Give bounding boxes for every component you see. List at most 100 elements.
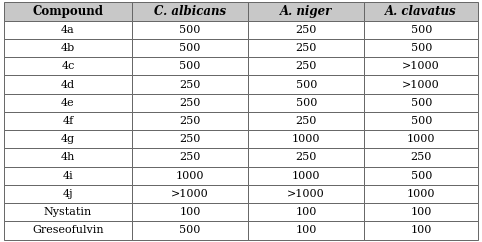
Bar — [4, 221, 132, 240]
Text: 500: 500 — [411, 25, 432, 35]
Bar — [132, 166, 248, 185]
Bar — [132, 39, 248, 57]
Bar — [364, 130, 478, 148]
Text: A. niger: A. niger — [280, 5, 333, 18]
Bar — [248, 221, 364, 240]
Text: >1000: >1000 — [402, 80, 440, 90]
Bar — [248, 112, 364, 130]
Text: 4c: 4c — [61, 61, 75, 71]
Text: 500: 500 — [411, 116, 432, 126]
Bar — [132, 57, 248, 76]
Text: 250: 250 — [179, 116, 201, 126]
Bar — [132, 203, 248, 221]
Text: Compound: Compound — [32, 5, 103, 18]
Text: 250: 250 — [295, 152, 317, 162]
Text: 100: 100 — [411, 226, 432, 235]
Text: >1000: >1000 — [402, 61, 440, 71]
Text: 4f: 4f — [62, 116, 74, 126]
Text: 250: 250 — [295, 43, 317, 53]
Text: 100: 100 — [179, 207, 201, 217]
Text: 1000: 1000 — [407, 189, 435, 199]
Text: 500: 500 — [295, 98, 317, 108]
Text: 250: 250 — [295, 61, 317, 71]
Text: 100: 100 — [411, 207, 432, 217]
Text: 4i: 4i — [63, 171, 73, 181]
Bar — [248, 130, 364, 148]
Bar — [364, 39, 478, 57]
Text: 250: 250 — [411, 152, 432, 162]
Bar — [4, 166, 132, 185]
Text: 4b: 4b — [61, 43, 75, 53]
Text: >1000: >1000 — [171, 189, 209, 199]
Bar — [4, 76, 132, 94]
Bar — [248, 148, 364, 166]
Bar — [364, 203, 478, 221]
Bar — [364, 94, 478, 112]
Text: 500: 500 — [179, 25, 201, 35]
Text: 500: 500 — [411, 171, 432, 181]
Bar — [132, 221, 248, 240]
Bar — [364, 112, 478, 130]
Text: 250: 250 — [179, 80, 201, 90]
Text: 4h: 4h — [61, 152, 75, 162]
Text: A. clavatus: A. clavatus — [386, 5, 457, 18]
Bar — [248, 166, 364, 185]
Bar — [248, 94, 364, 112]
Text: Nystatin: Nystatin — [44, 207, 92, 217]
Text: 250: 250 — [179, 134, 201, 144]
Text: 4e: 4e — [61, 98, 75, 108]
Text: 250: 250 — [295, 25, 317, 35]
Text: 500: 500 — [411, 43, 432, 53]
Text: 500: 500 — [179, 43, 201, 53]
Text: 1000: 1000 — [176, 171, 204, 181]
Bar — [4, 185, 132, 203]
Bar — [4, 39, 132, 57]
Bar — [364, 76, 478, 94]
Bar — [364, 221, 478, 240]
Text: C. albicans: C. albicans — [154, 5, 226, 18]
Bar — [4, 21, 132, 39]
Bar — [4, 203, 132, 221]
Bar — [248, 57, 364, 76]
Bar — [132, 21, 248, 39]
Bar — [248, 2, 364, 21]
Bar — [248, 203, 364, 221]
Bar — [364, 2, 478, 21]
Text: Greseofulvin: Greseofulvin — [32, 226, 104, 235]
Text: 4d: 4d — [61, 80, 75, 90]
Text: >1000: >1000 — [287, 189, 325, 199]
Text: 250: 250 — [295, 116, 317, 126]
Bar — [248, 39, 364, 57]
Bar — [364, 185, 478, 203]
Bar — [132, 130, 248, 148]
Bar — [364, 148, 478, 166]
Bar — [132, 148, 248, 166]
Text: 100: 100 — [295, 207, 317, 217]
Text: 250: 250 — [179, 98, 201, 108]
Bar — [248, 21, 364, 39]
Bar — [364, 57, 478, 76]
Bar — [4, 112, 132, 130]
Text: 1000: 1000 — [407, 134, 435, 144]
Text: 250: 250 — [179, 152, 201, 162]
Text: 4j: 4j — [63, 189, 73, 199]
Bar — [364, 21, 478, 39]
Bar — [4, 2, 132, 21]
Bar — [4, 148, 132, 166]
Text: 1000: 1000 — [292, 134, 321, 144]
Bar — [132, 185, 248, 203]
Text: 4g: 4g — [61, 134, 75, 144]
Text: 500: 500 — [295, 80, 317, 90]
Bar — [248, 185, 364, 203]
Text: 500: 500 — [179, 226, 201, 235]
Bar — [248, 76, 364, 94]
Bar — [4, 57, 132, 76]
Bar — [132, 94, 248, 112]
Bar — [4, 94, 132, 112]
Bar — [132, 2, 248, 21]
Text: 100: 100 — [295, 226, 317, 235]
Text: 500: 500 — [179, 61, 201, 71]
Bar — [132, 112, 248, 130]
Text: 4a: 4a — [61, 25, 75, 35]
Text: 1000: 1000 — [292, 171, 321, 181]
